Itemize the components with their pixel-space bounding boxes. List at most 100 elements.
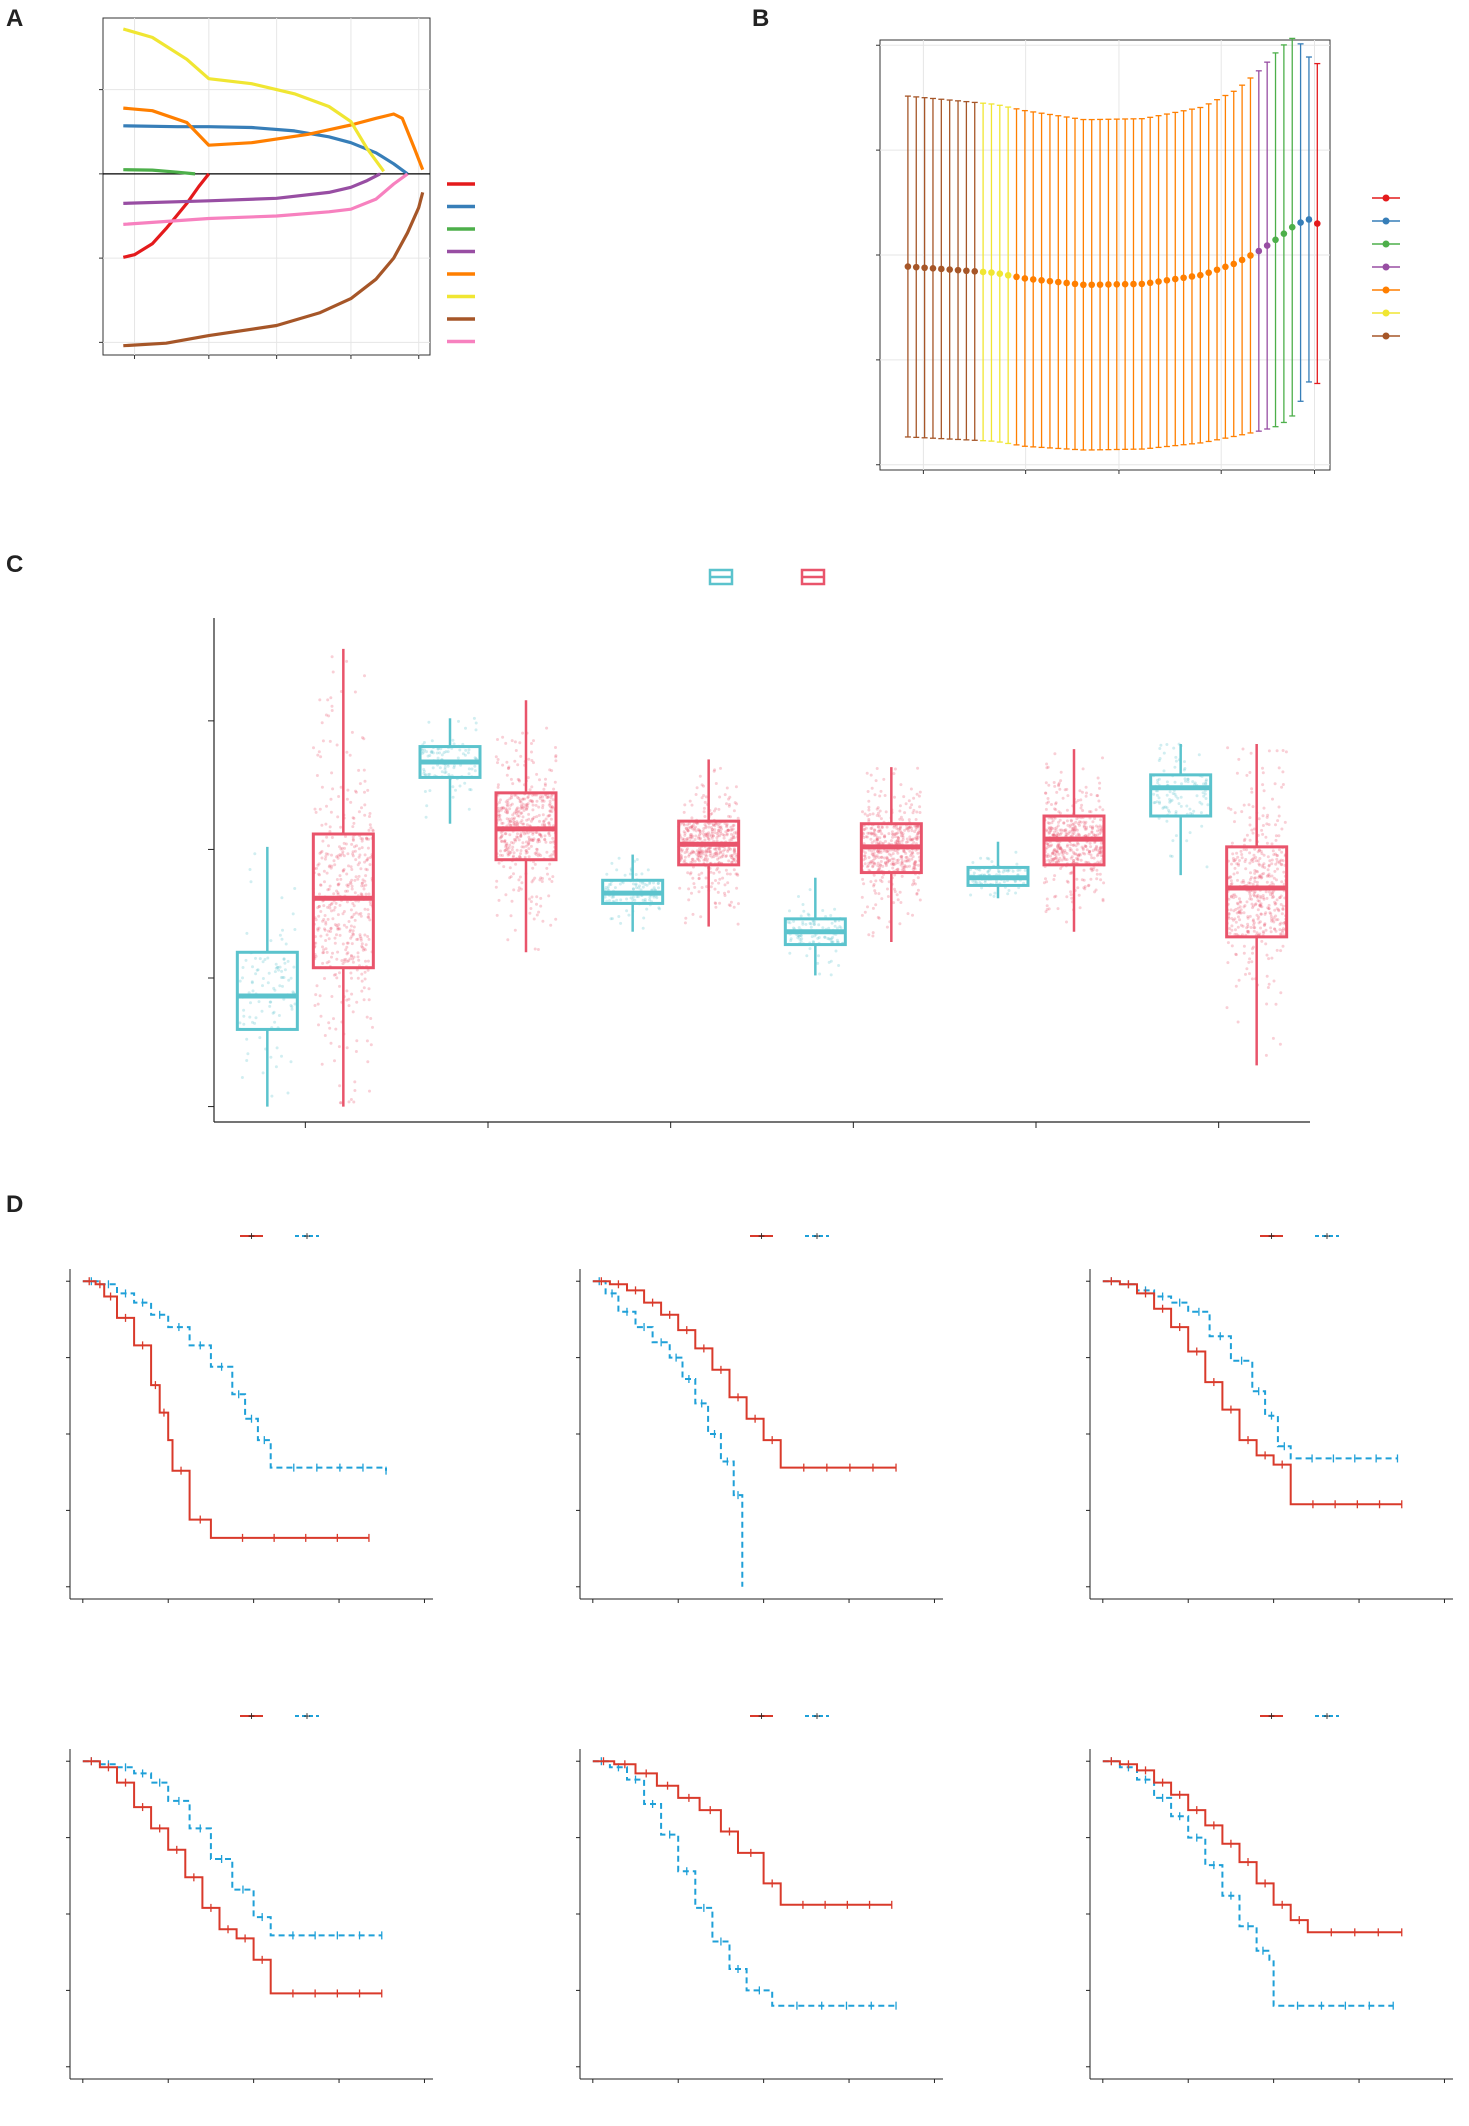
data-point-tumor [714, 851, 718, 855]
data-point-tumor [891, 862, 895, 866]
data-point-tumor [1239, 900, 1243, 904]
data-point-tumor [908, 806, 912, 810]
data-point-tumor [1090, 856, 1094, 860]
data-point-tumor [687, 887, 691, 891]
data-point-tumor [316, 906, 320, 910]
data-point-tumor [1256, 893, 1260, 897]
data-point-tumor [511, 820, 515, 824]
data-point-tumor [526, 843, 530, 847]
data-point-tumor [368, 812, 372, 815]
data-point-tumor [341, 869, 345, 873]
data-point-normal [256, 968, 260, 972]
data-point-tumor [725, 824, 729, 827]
data-point-tumor [883, 794, 887, 797]
data-point-tumor [328, 830, 332, 833]
data-point-tumor [1282, 870, 1286, 874]
data-point-normal [427, 773, 430, 776]
data-point-tumor [546, 795, 550, 799]
data-point-tumor [547, 821, 551, 825]
data-point-tumor [535, 913, 539, 917]
data-point-tumor [701, 852, 705, 856]
data-point-tumor [336, 925, 340, 929]
data-point-normal [468, 788, 472, 791]
data-point-normal [280, 1054, 283, 1058]
data-point-normal [637, 886, 641, 890]
data-point-tumor [519, 852, 522, 856]
data-point-tumor [732, 905, 736, 909]
data-point-tumor [353, 849, 357, 853]
data-point-tumor [1230, 944, 1234, 948]
data-point-tumor [699, 915, 703, 919]
data-point-normal [987, 857, 991, 861]
data-point-tumor [514, 823, 518, 827]
data-point-tumor [344, 889, 348, 893]
data-point-normal [786, 920, 790, 924]
data-point-tumor [876, 861, 880, 865]
data-point-tumor [916, 876, 920, 880]
data-point-tumor [710, 881, 714, 885]
data-point-tumor [1279, 921, 1283, 925]
data-point-normal [286, 1091, 290, 1095]
data-point-normal [461, 752, 465, 756]
data-point-tumor [735, 886, 739, 890]
data-point-tumor [718, 901, 722, 905]
data-point-normal [440, 753, 444, 757]
data-point-tumor [1096, 776, 1100, 780]
data-point-tumor [1277, 908, 1280, 912]
data-point-tumor [1082, 878, 1086, 882]
data-point-tumor [355, 938, 359, 941]
data-point-tumor [918, 811, 922, 814]
mean-point [1197, 271, 1204, 279]
data-point-tumor [527, 757, 531, 761]
data-point-tumor [345, 952, 349, 956]
survival-curves: + + + + + ++ + + + + + [66, 1229, 1453, 2083]
data-point-tumor [1065, 858, 1069, 862]
data-point-tumor [706, 835, 710, 839]
survival-curve-low [82, 1760, 382, 1937]
data-point-normal [1165, 743, 1169, 746]
data-point-tumor [507, 817, 511, 821]
data-point-tumor [725, 786, 729, 790]
data-point-tumor [336, 882, 340, 886]
data-point-tumor [350, 730, 354, 734]
data-point-tumor [496, 783, 500, 787]
data-point-tumor [365, 836, 369, 840]
data-point-tumor [517, 814, 521, 818]
data-point-normal [1176, 796, 1180, 800]
data-point-tumor [1094, 848, 1098, 852]
data-point-tumor [519, 812, 523, 815]
data-point-tumor [516, 795, 520, 799]
data-point-tumor [862, 854, 866, 858]
data-point-tumor [721, 876, 725, 880]
data-point-tumor [513, 820, 517, 824]
data-point-tumor [1062, 829, 1066, 833]
data-point-tumor [364, 883, 368, 887]
data-point-tumor [327, 929, 330, 933]
panel-letter-d: D [6, 1191, 23, 1218]
data-point-normal [273, 1020, 277, 1024]
data-point-normal [636, 895, 640, 899]
data-point-tumor [328, 739, 332, 743]
data-point-tumor [916, 766, 920, 770]
data-point-tumor [358, 861, 361, 865]
data-point-tumor [1051, 851, 1055, 855]
legend-swatch-point [1382, 217, 1390, 225]
data-point-tumor [519, 833, 523, 837]
data-point-tumor [554, 759, 558, 763]
data-point-tumor [519, 754, 523, 758]
data-point-tumor [1045, 904, 1049, 908]
legend-swatch-high-mark: + [248, 1229, 255, 1243]
data-point-normal [1182, 768, 1186, 772]
data-point-tumor [896, 836, 900, 840]
data-point-tumor [867, 868, 871, 872]
data-point-tumor [1093, 834, 1097, 838]
data-point-tumor [518, 875, 522, 879]
data-point-tumor [915, 836, 919, 840]
data-point-tumor [731, 856, 735, 860]
data-point-tumor [1057, 784, 1061, 788]
data-point-tumor [530, 837, 534, 841]
data-point-tumor [331, 787, 335, 791]
data-point-normal [797, 926, 801, 930]
data-point-tumor [317, 750, 321, 754]
data-point-tumor [912, 796, 916, 800]
